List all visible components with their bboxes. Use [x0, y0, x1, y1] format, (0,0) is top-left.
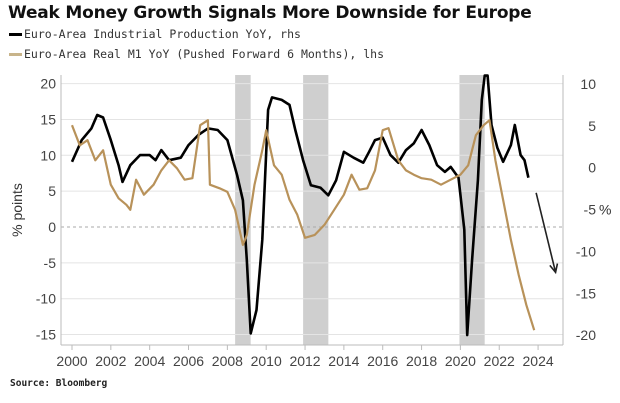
y-left-tick-label: -5	[44, 255, 57, 271]
legend-swatch-gold	[9, 53, 22, 56]
chart-title: Weak Money Growth Signals More Downside …	[8, 3, 532, 23]
recession-band	[303, 75, 329, 345]
x-tick-label: 2008	[212, 353, 243, 369]
annotation-arrow-head	[549, 263, 559, 275]
x-tick-label: 2002	[95, 353, 126, 369]
x-tick-label: 2020	[445, 353, 476, 369]
y-right-tick-label: 5	[588, 118, 596, 134]
y-left-tick-label: 10	[40, 147, 56, 163]
x-tick-label: 2012	[289, 353, 320, 369]
legend-label: Euro-Area Real M1 YoY (Pushed Forward 6 …	[24, 47, 385, 61]
series-line-real-m1	[70, 119, 536, 331]
y-left-axis-title: % points	[9, 183, 25, 237]
y-right-tick-label: -5	[584, 202, 597, 218]
x-tick-label: 2018	[406, 353, 437, 369]
x-tick-label: 2022	[484, 353, 515, 369]
annotation-arrow-shaft	[535, 192, 557, 273]
y-left-tick-label: 5	[48, 183, 56, 199]
source-note: Source: Bloomberg	[10, 378, 108, 389]
x-tick-label: 2024	[523, 353, 554, 369]
y-left-tick-label: 20	[40, 76, 56, 92]
legend-item-real-m1: Euro-Area Real M1 YoY (Pushed Forward 6 …	[9, 47, 384, 61]
legend-item-industrial-production: Euro-Area Industrial Production YoY, rhs	[9, 27, 301, 41]
y-right-axis-title: %	[599, 202, 611, 218]
x-tick-label: 2000	[56, 353, 87, 369]
y-right-tick-label: 0	[588, 160, 596, 176]
y-left-tick-label: -10	[36, 291, 56, 307]
legend-swatch-black	[9, 33, 22, 36]
x-tick-label: 2006	[173, 353, 204, 369]
y-left-tick-label: -15	[36, 327, 56, 343]
y-right-tick-label: -20	[576, 327, 596, 343]
series-line-industrial-production	[70, 74, 530, 337]
x-tick-label: 2010	[251, 353, 282, 369]
y-right-tick-label: -15	[576, 285, 596, 301]
y-left-tick-label: 15	[40, 111, 56, 127]
y-right-tick-label: 10	[580, 76, 596, 92]
x-tick-label: 2004	[134, 353, 165, 369]
y-right-tick-label: -10	[576, 243, 596, 259]
x-tick-label: 2014	[328, 353, 359, 369]
x-tick-label: 2016	[367, 353, 398, 369]
legend-label: Euro-Area Industrial Production YoY, rhs	[24, 27, 301, 41]
y-left-tick-label: 0	[48, 219, 56, 235]
